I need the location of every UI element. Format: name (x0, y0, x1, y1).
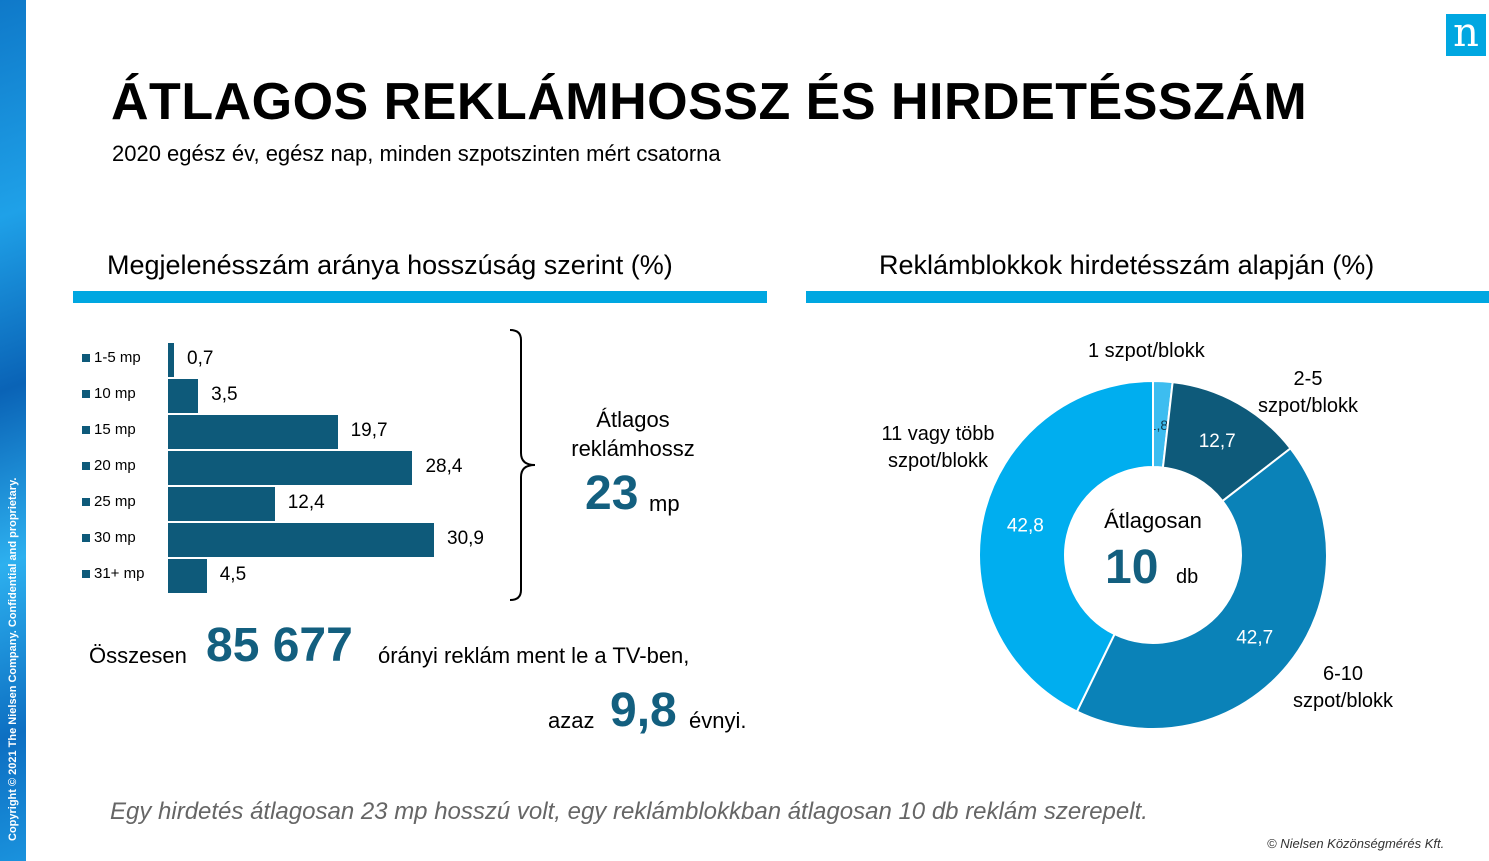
left-section-bar (73, 291, 767, 303)
legend-item: 10 mp (82, 385, 136, 402)
right-section-bar (806, 291, 1489, 303)
page-subtitle: 2020 egész év, egész nap, minden szpotsz… (112, 141, 721, 166)
donut-slice (1075, 446, 1328, 730)
total-suffix: órányi reklám ment le a TV-ben, (378, 643, 690, 668)
legend-label: 20 mp (94, 457, 136, 474)
bar-value-label: 4,5 (219, 564, 247, 585)
donut-center-label: Átlagosan (1104, 508, 1202, 533)
left-section-title: Megjelenésszám aránya hosszúság szerint … (107, 250, 673, 280)
page-title: ÁTLAGOS REKLÁMHOSSZ ÉS HIRDETÉSSZÁM (111, 73, 1308, 131)
legend-item: 1-5 mp (82, 349, 141, 366)
legend-swatch (82, 497, 90, 506)
legend-item: 31+ mp (82, 565, 144, 582)
legend-label: 31+ mp (94, 565, 145, 582)
bar-value-label: 12,4 (287, 492, 325, 513)
total-prefix: Összesen (89, 643, 187, 668)
bar-value-label: 28,4 (425, 456, 463, 477)
bar (168, 559, 207, 593)
legend-item: 25 mp (82, 493, 136, 510)
legend-item: 15 mp (82, 421, 136, 438)
bar (168, 415, 338, 449)
source-credit: © Nielsen Közönségmérés Kft. (1267, 836, 1445, 851)
bar (168, 523, 434, 557)
legend-label: 15 mp (94, 421, 136, 438)
avg-length-label: Átlagos reklámhossz (571, 407, 695, 461)
legend-label: 30 mp (94, 529, 136, 546)
legend-item: 20 mp (82, 457, 136, 474)
donut-category-2: 2-5 szpot/blokk (1257, 368, 1359, 417)
years-suffix: évnyi. (689, 708, 747, 733)
legend-swatch (82, 533, 90, 542)
legend-label: 25 mp (94, 493, 136, 510)
legend-label: 10 mp (94, 385, 136, 402)
bar-value-label: 0,7 (187, 348, 214, 369)
years-value: 9,8 (610, 684, 677, 737)
legend-swatch (82, 425, 90, 434)
donut-center-value: 10 (1105, 541, 1159, 594)
donut-category-4: 11 vagy több szpot/blokk (881, 423, 995, 472)
legend-item: 30 mp (82, 529, 136, 546)
legend-swatch (82, 389, 90, 398)
nielsen-logo: n (1446, 13, 1486, 56)
avg-length-value: 23 (585, 467, 639, 520)
total-hours-value: 85 677 (206, 619, 353, 672)
side-strip: Copyright © 2021 The Nielsen Company. Co… (0, 0, 26, 861)
bar-value-label: 3,5 (211, 384, 238, 405)
legend-swatch (82, 569, 90, 578)
bar (168, 379, 199, 413)
avg-length-unit: mp (649, 491, 680, 516)
legend-swatch (82, 353, 90, 362)
bar-value-label: 30,9 (447, 528, 484, 549)
bar (168, 343, 175, 377)
years-prefix: azaz (548, 708, 595, 733)
bar (168, 451, 413, 485)
legend-label: 1-5 mp (94, 349, 141, 366)
donut-value-label: 12,7 (1199, 431, 1236, 452)
legend-swatch (82, 461, 90, 470)
donut-category-3: 6-10 szpot/blokk (1292, 663, 1394, 712)
donut-center-unit: db (1176, 566, 1199, 588)
donut-value-label: 42,8 (1007, 516, 1044, 537)
bar (168, 487, 275, 521)
brace-icon (509, 329, 536, 601)
right-section-title: Reklámblokkok hirdetésszám alapján (%) (879, 250, 1375, 280)
footer-note: Egy hirdetés átlagosan 23 mp hosszú volt… (110, 798, 1148, 825)
bar-value-label: 19,7 (350, 420, 388, 441)
donut-slice (978, 379, 1154, 713)
donut-category-1: 1 szpot/blokk (1088, 340, 1205, 362)
donut-value-label: 42,7 (1236, 628, 1273, 649)
